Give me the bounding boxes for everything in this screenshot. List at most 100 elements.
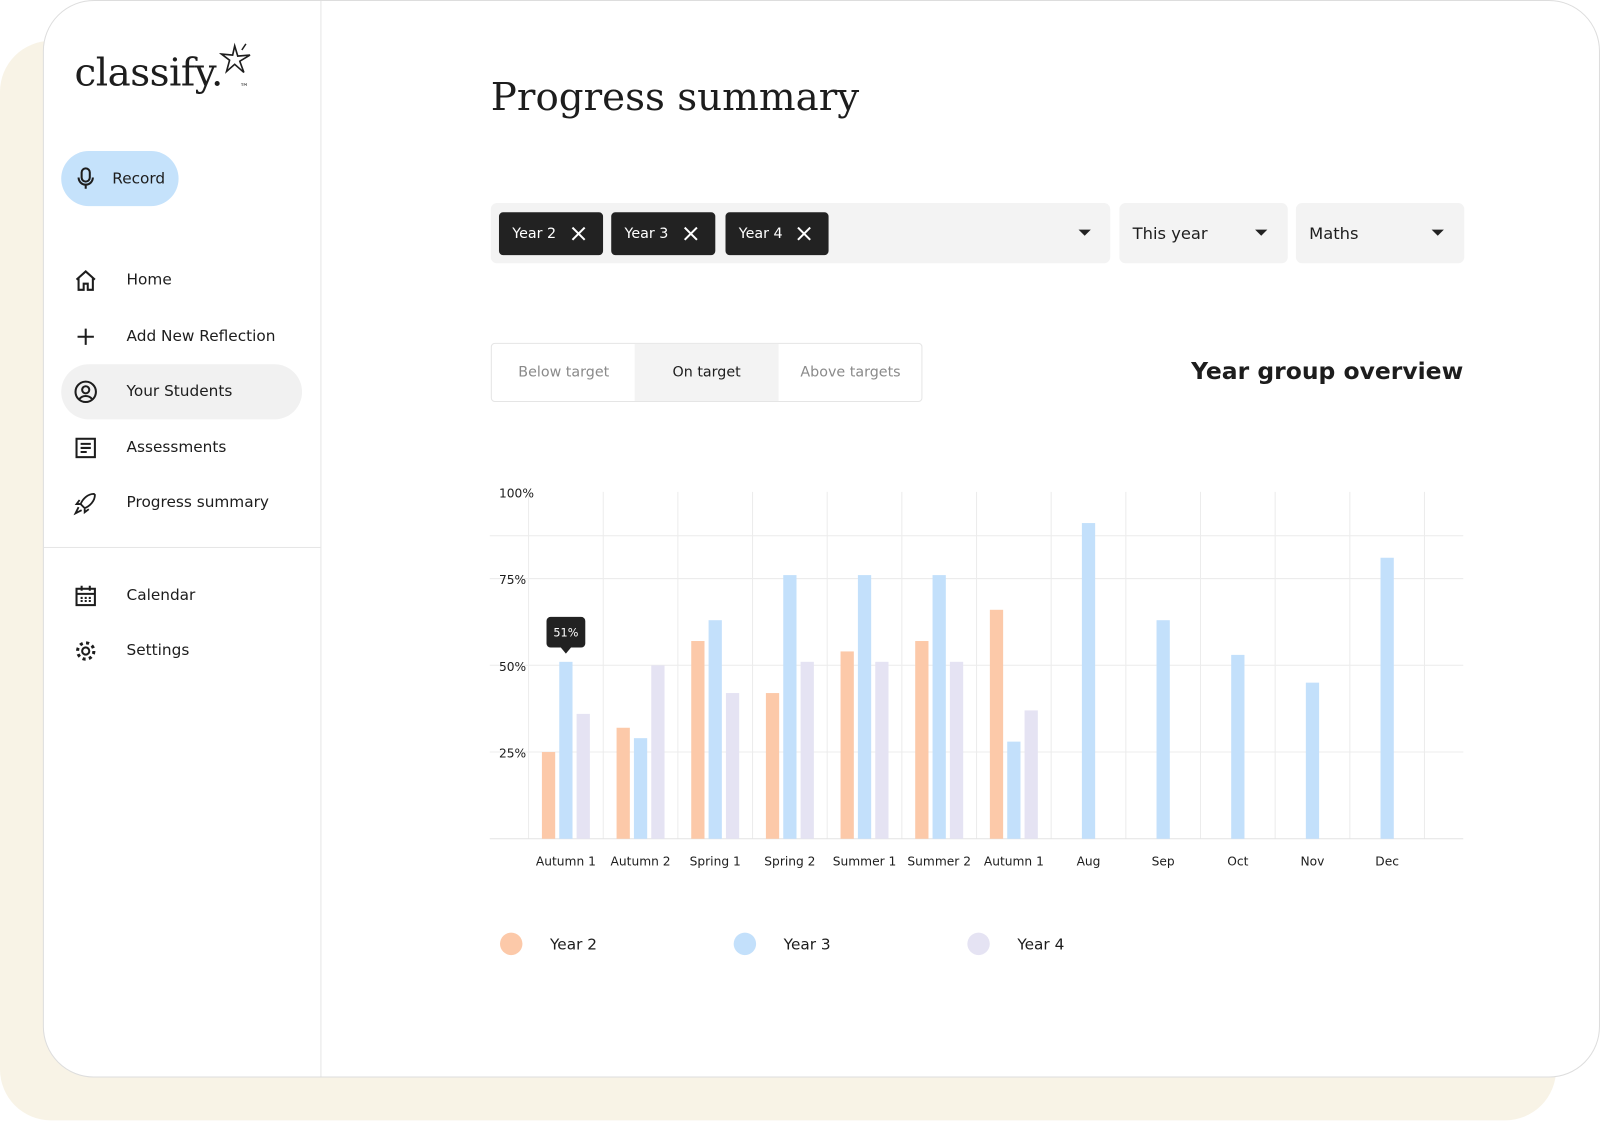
bar xyxy=(1156,620,1170,839)
period-select[interactable]: This year xyxy=(1119,203,1288,264)
legend-label: Year 4 xyxy=(1016,935,1064,953)
chip[interactable]: Year 4 xyxy=(725,212,829,256)
nav-label: Assessments xyxy=(126,437,227,457)
chart-title: Year group overview xyxy=(1190,357,1463,385)
bar xyxy=(1305,682,1320,839)
nav-label: Home xyxy=(126,270,172,289)
nav-item[interactable]: Your Students xyxy=(61,364,303,420)
bar xyxy=(691,641,705,839)
bar xyxy=(651,665,665,839)
tabs: Below target On target Above targets xyxy=(490,342,923,403)
bar xyxy=(857,575,872,839)
bar xyxy=(1081,523,1096,839)
nav-item[interactable]: Add New Reflection xyxy=(61,309,302,364)
bar xyxy=(875,661,889,839)
nav-item[interactable]: Settings xyxy=(61,623,302,678)
bar xyxy=(949,661,964,839)
gear-icon xyxy=(76,641,96,661)
tab[interactable]: Below target xyxy=(518,364,610,381)
bar xyxy=(932,575,946,839)
x-tick-label: Dec xyxy=(1375,855,1399,869)
user-icon xyxy=(74,380,97,404)
logo: classify. xyxy=(74,49,223,95)
x-tick-label: Autumn 2 xyxy=(611,855,671,869)
tooltip xyxy=(546,616,586,648)
tab[interactable]: On target xyxy=(634,343,779,402)
record-label: Record xyxy=(112,169,166,188)
nav-item[interactable]: Progress summary xyxy=(61,476,302,531)
year-filter[interactable]: Year 2 Year 3 Year 4 xyxy=(490,203,1111,264)
y-tick-label: 75% xyxy=(499,573,526,587)
x-tick-label: Spring 1 xyxy=(690,855,741,869)
legend-swatch xyxy=(733,932,757,956)
doc-icon xyxy=(75,437,96,459)
x-tick-label: Spring 2 xyxy=(764,855,815,869)
bar xyxy=(541,752,556,839)
x-tick-label: Summer 2 xyxy=(907,855,971,869)
record-button[interactable]: Record xyxy=(61,151,179,207)
divider xyxy=(43,546,321,548)
x-tick-label: Autumn 1 xyxy=(984,855,1044,869)
bar xyxy=(633,738,648,839)
bar xyxy=(559,661,573,839)
logo-star xyxy=(219,42,251,74)
close-icon[interactable] xyxy=(796,226,812,242)
chip-label: Year 3 xyxy=(624,225,669,242)
subject-select[interactable]: Maths xyxy=(1295,203,1465,264)
caret xyxy=(1078,229,1091,236)
x-tick-label: Sep xyxy=(1152,855,1175,869)
x-tick-label: Summer 1 xyxy=(833,855,897,869)
y-tick-label: 50% xyxy=(499,660,526,674)
x-tick-label: Aug xyxy=(1077,855,1101,869)
nav-item[interactable]: Calendar xyxy=(61,568,302,623)
rocket-icon xyxy=(73,492,96,516)
sidebar: classify. ™ Record Home Add New Reflecti… xyxy=(43,1,322,1077)
caret xyxy=(1255,229,1268,236)
plus-icon xyxy=(77,328,94,345)
legend-label: Year 3 xyxy=(783,935,831,953)
y-tick-label: 25% xyxy=(499,747,526,761)
select-label: Maths xyxy=(1309,223,1359,243)
bar xyxy=(1231,654,1245,839)
tooltip-arrow xyxy=(560,647,571,654)
bar xyxy=(800,661,814,839)
close-icon[interactable] xyxy=(683,226,699,242)
bar xyxy=(1380,557,1394,839)
nav-label: Calendar xyxy=(126,585,196,605)
bar xyxy=(725,693,740,839)
select-label: This year xyxy=(1132,223,1208,243)
close-icon[interactable] xyxy=(570,226,586,242)
mic-icon xyxy=(77,167,94,189)
nav-item[interactable]: Assessments xyxy=(61,420,302,475)
bar xyxy=(840,651,854,839)
chip-label: Year 2 xyxy=(512,225,557,242)
y-tick-label: 100% xyxy=(499,486,534,500)
legend-swatch xyxy=(499,932,523,956)
calendar-icon xyxy=(75,585,96,607)
chip[interactable]: Year 2 xyxy=(498,212,604,256)
chip-label: Year 4 xyxy=(738,225,783,242)
x-tick-label: Nov xyxy=(1301,855,1325,869)
nav-label: Your Students xyxy=(126,381,233,400)
nav-label: Add New Reflection xyxy=(126,326,276,345)
tab[interactable]: Above targets xyxy=(800,364,901,381)
nav-item[interactable]: Home xyxy=(61,253,302,308)
nav-label: Settings xyxy=(126,640,190,660)
trademark: ™ xyxy=(239,82,249,93)
x-tick-label: Oct xyxy=(1227,855,1248,869)
legend-label: Year 2 xyxy=(549,935,597,953)
chip[interactable]: Year 3 xyxy=(611,212,716,256)
legend-swatch xyxy=(967,932,990,956)
app-window: classify. ™ Record Home Add New Reflecti… xyxy=(42,0,1600,1078)
bar xyxy=(616,727,630,839)
page-title: Progress summary xyxy=(490,74,860,120)
bar xyxy=(915,641,929,839)
bar xyxy=(1007,741,1021,839)
bar xyxy=(708,620,722,839)
home-icon xyxy=(75,270,96,291)
value-label: 51% xyxy=(553,626,578,639)
bar xyxy=(783,575,797,839)
